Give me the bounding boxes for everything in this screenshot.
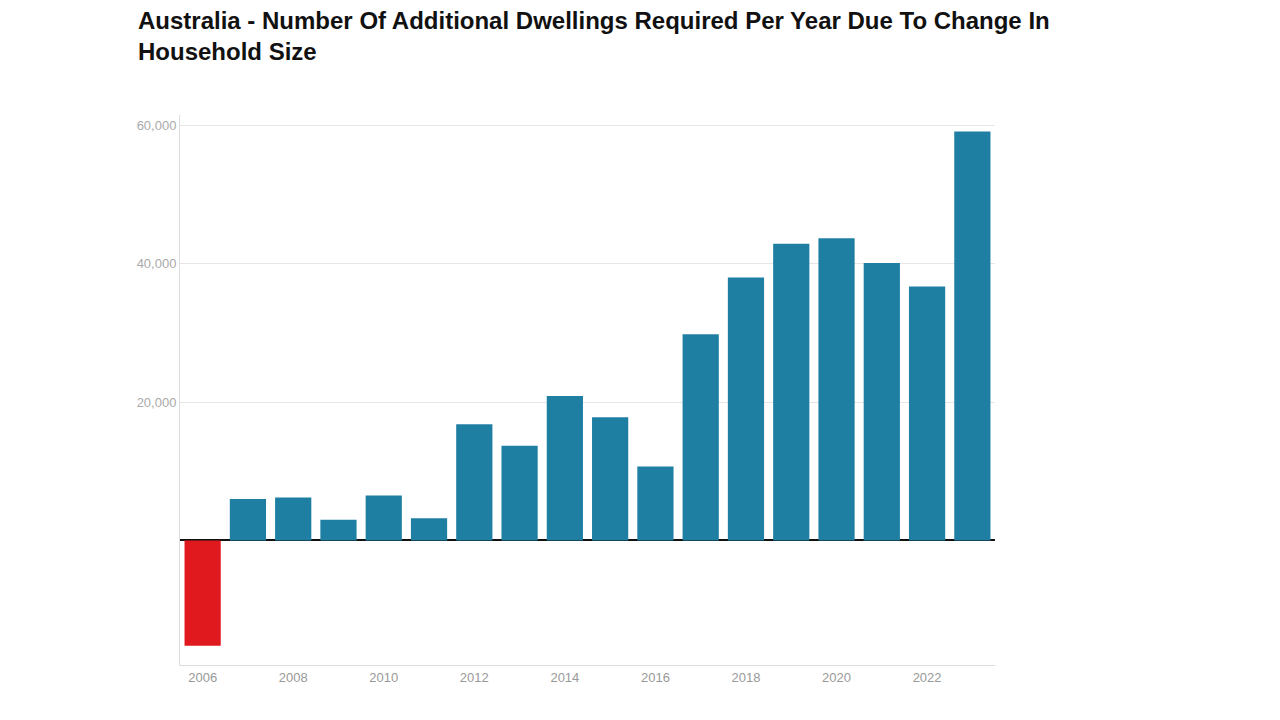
svg-text:2016: 2016 <box>641 670 670 685</box>
svg-text:2014: 2014 <box>550 670 579 685</box>
svg-text:2006: 2006 <box>188 670 217 685</box>
svg-text:2020: 2020 <box>822 670 851 685</box>
svg-text:2018: 2018 <box>732 670 761 685</box>
svg-text:60,000: 60,000 <box>137 118 177 133</box>
svg-text:2010: 2010 <box>369 670 398 685</box>
svg-text:20,000: 20,000 <box>137 395 177 410</box>
svg-text:40,000: 40,000 <box>137 256 177 271</box>
svg-text:2012: 2012 <box>460 670 489 685</box>
svg-text:Australia - Number Of Addition: Australia - Number Of Additional Dwellin… <box>138 7 1050 65</box>
svg-text:2008: 2008 <box>279 670 308 685</box>
svg-text:2022: 2022 <box>913 670 942 685</box>
